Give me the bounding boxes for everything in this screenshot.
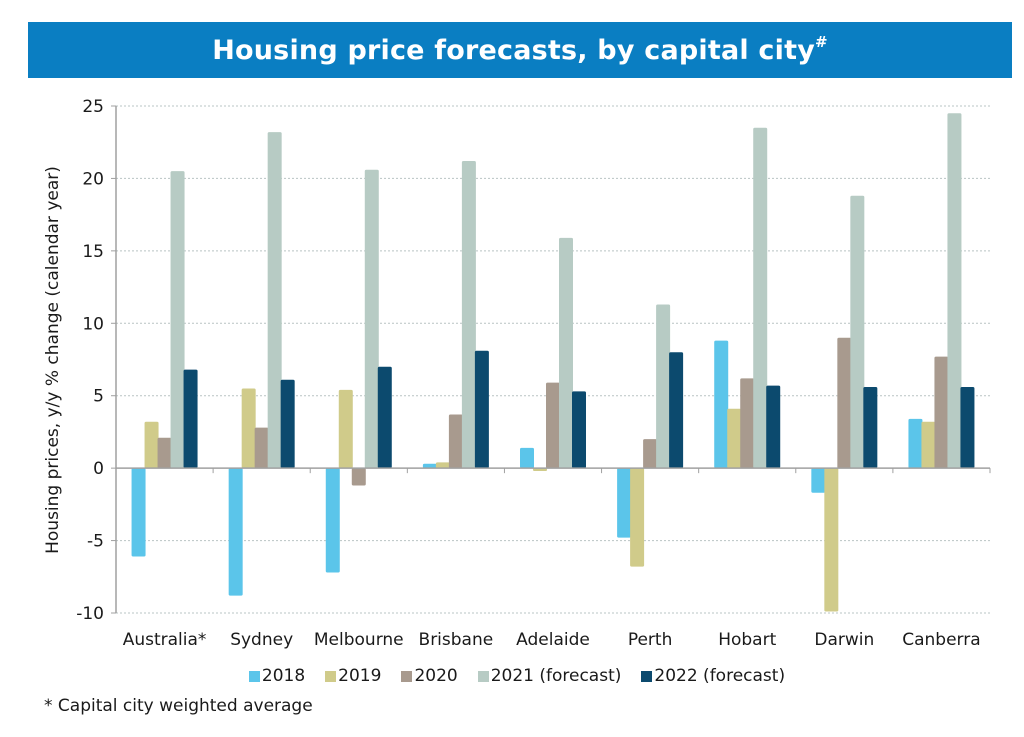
bar-2018-sydney — [228, 468, 243, 596]
bar-2022-darwin — [863, 387, 878, 469]
bar-2022-hobart — [766, 385, 781, 469]
x-tick-label: Canberra — [902, 630, 980, 650]
bar-2022-brisbane — [474, 350, 489, 469]
y-tick-label: 15 — [82, 242, 104, 262]
y-axis-label: Housing prices, y/y % change (calendar y… — [43, 166, 63, 554]
bar-2018-canberra — [908, 418, 923, 469]
chart-title-text: Housing price forecasts, by capital city — [212, 34, 815, 66]
bar-2021-hobart — [753, 127, 768, 469]
bar-2022-sydney — [280, 379, 295, 469]
legend-swatch — [248, 670, 260, 682]
bar-2020-darwin — [837, 337, 852, 469]
bar-2021-sydney — [267, 132, 282, 469]
bar-2018-hobart — [714, 340, 729, 469]
x-tick-label: Sydney — [230, 630, 293, 650]
bar-2019-australia — [144, 421, 159, 469]
bar-2020-adelaide — [546, 382, 560, 469]
bar-2021-darwin — [850, 195, 865, 469]
legend-label: 2022 (forecast) — [654, 666, 786, 686]
y-tick-label: 20 — [82, 169, 104, 189]
bar-2019-perth — [630, 468, 645, 567]
y-tick-label: 0 — [93, 459, 104, 479]
legend-swatch — [401, 670, 413, 682]
legend-item: 2019 — [325, 666, 381, 686]
x-axis: Australia* Sydney Melbourne Brisbane Adelaid… — [115, 467, 991, 650]
bar-2021-melbourne — [364, 169, 379, 469]
legend-item: 2021 (forecast) — [477, 666, 622, 686]
bar-2022-canberra — [960, 387, 975, 469]
bar-2018-brisbane — [422, 463, 437, 469]
y-axis: 25 20 15 10 5 0 -5 -10 — [76, 97, 117, 624]
legend-label: 2019 — [338, 666, 382, 686]
title-banner: Housing price forecasts, by capital city… — [28, 22, 1012, 78]
footnote: * Capital city weighted average — [44, 696, 313, 716]
y-tick-label: -5 — [87, 532, 104, 552]
chart-title-superscript: # — [815, 32, 828, 51]
legend-swatch — [477, 670, 489, 682]
y-tick-label: -10 — [76, 604, 104, 624]
legend: 2018 2019 2020 2021 (forecast) 2022 (forecas… — [0, 664, 1024, 688]
bar-2019-brisbane — [435, 462, 450, 469]
bar-2021-adelaide — [559, 237, 573, 469]
bar-2022-adelaide — [572, 391, 586, 469]
bar-2021-perth — [656, 304, 671, 469]
bar-2020-canberra — [934, 356, 949, 469]
x-tick-label: Melbourne — [314, 630, 404, 650]
bar-2020-hobart — [740, 378, 755, 469]
bars — [131, 113, 975, 612]
bar-2020-brisbane — [448, 414, 463, 469]
y-tick-label: 10 — [82, 314, 104, 334]
legend-item: 2022 (forecast) — [641, 666, 785, 686]
bar-2018-darwin — [811, 468, 826, 493]
legend-swatch — [641, 670, 653, 682]
bar-2020-perth — [643, 439, 658, 469]
y-tick-label: 5 — [93, 387, 104, 407]
legend-item: 2020 — [401, 666, 458, 686]
bar-2021-brisbane — [461, 161, 476, 469]
bar-2018-australia — [131, 468, 146, 557]
legend-label: 2018 — [261, 666, 306, 686]
bar-2021-australia — [170, 171, 185, 469]
bar-2018-melbourne — [325, 468, 340, 573]
legend-swatch — [325, 670, 337, 682]
x-tick-label: Adelaide — [516, 630, 590, 650]
chart-title: Housing price forecasts, by capital city… — [212, 32, 828, 66]
bar-2019-canberra — [921, 421, 936, 469]
bar-2019-melbourne — [338, 389, 353, 469]
bar-2022-perth — [669, 352, 684, 469]
bar-2018-adelaide — [520, 447, 534, 469]
bar-2021-canberra — [947, 113, 962, 469]
bar-2019-sydney — [241, 388, 256, 469]
bar-2022-australia — [183, 369, 198, 469]
legend-label: 2021 (forecast) — [490, 666, 622, 686]
y-tick-label: 25 — [82, 97, 104, 117]
bar-2019-hobart — [727, 408, 742, 469]
x-tick-label: Brisbane — [419, 630, 494, 650]
bar-2022-melbourne — [377, 366, 392, 469]
bar-2020-sydney — [254, 427, 269, 469]
x-tick-label: Darwin — [814, 630, 874, 650]
bar-2020-australia — [157, 437, 172, 469]
legend-label: 2020 — [414, 666, 458, 686]
bar-2019-darwin — [824, 468, 839, 612]
x-tick-label: Australia* — [123, 630, 207, 650]
x-tick-label: Perth — [628, 630, 673, 650]
bar-2020-melbourne — [351, 468, 366, 486]
bar-2018-perth — [617, 468, 632, 538]
x-tick-label: Hobart — [718, 630, 776, 650]
legend-item: 2018 — [248, 666, 306, 686]
